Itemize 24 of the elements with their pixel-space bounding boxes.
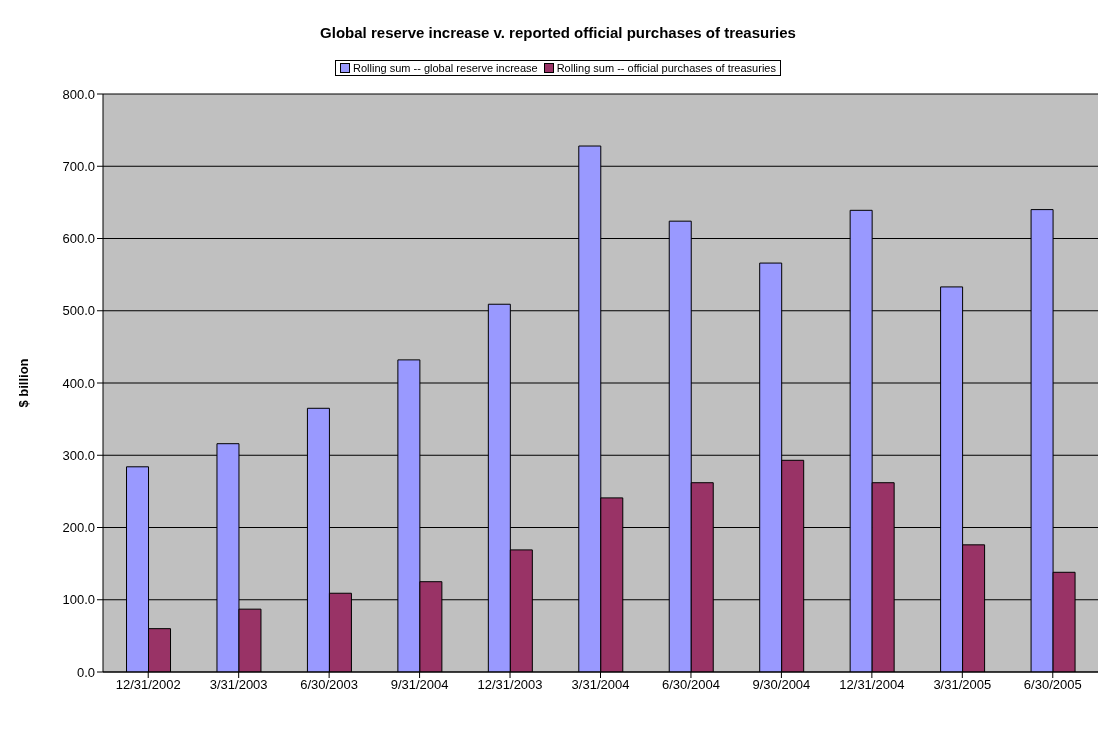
x-tick-label: 6/30/2005 (1023, 677, 1082, 693)
x-tick-label: 9/30/2004 (752, 677, 811, 693)
x-tick-label: 6/30/2003 (300, 677, 359, 693)
legend-label: Rolling sum -- global reserve increase (353, 62, 538, 74)
legend-label: Rolling sum -- official purchases of treasuries (556, 62, 776, 74)
y-tick-label: 100.0 (62, 592, 95, 608)
chart-title: Global reserve increase v. reported official purchases of treasuries (319, 23, 797, 43)
y-tick-label: 0.0 (76, 664, 95, 680)
y-tick-label: 400.0 (62, 375, 95, 391)
y-tick-label: 500.0 (62, 303, 95, 319)
x-tick-label: 3/31/2004 (571, 677, 630, 693)
y-axis-title: $ billion (15, 358, 31, 408)
y-tick-label: 600.0 (62, 231, 95, 247)
x-tick-label: 12/31/2002 (115, 677, 181, 693)
y-tick-label: 300.0 (62, 447, 95, 463)
x-tick-label: 12/31/2004 (839, 677, 905, 693)
x-tick-label: 3/31/2003 (209, 677, 268, 693)
x-tick-label: 6/30/2004 (662, 677, 720, 693)
y-tick-label: 200.0 (62, 520, 95, 536)
x-tick-label: 3/31/2005 (933, 677, 992, 693)
y-tick-label: 700.0 (62, 158, 95, 174)
y-tick-label: 800.0 (62, 86, 95, 102)
x-tick-label: 9/31/2004 (390, 677, 449, 693)
x-tick-label: 12/31/2003 (477, 677, 543, 693)
